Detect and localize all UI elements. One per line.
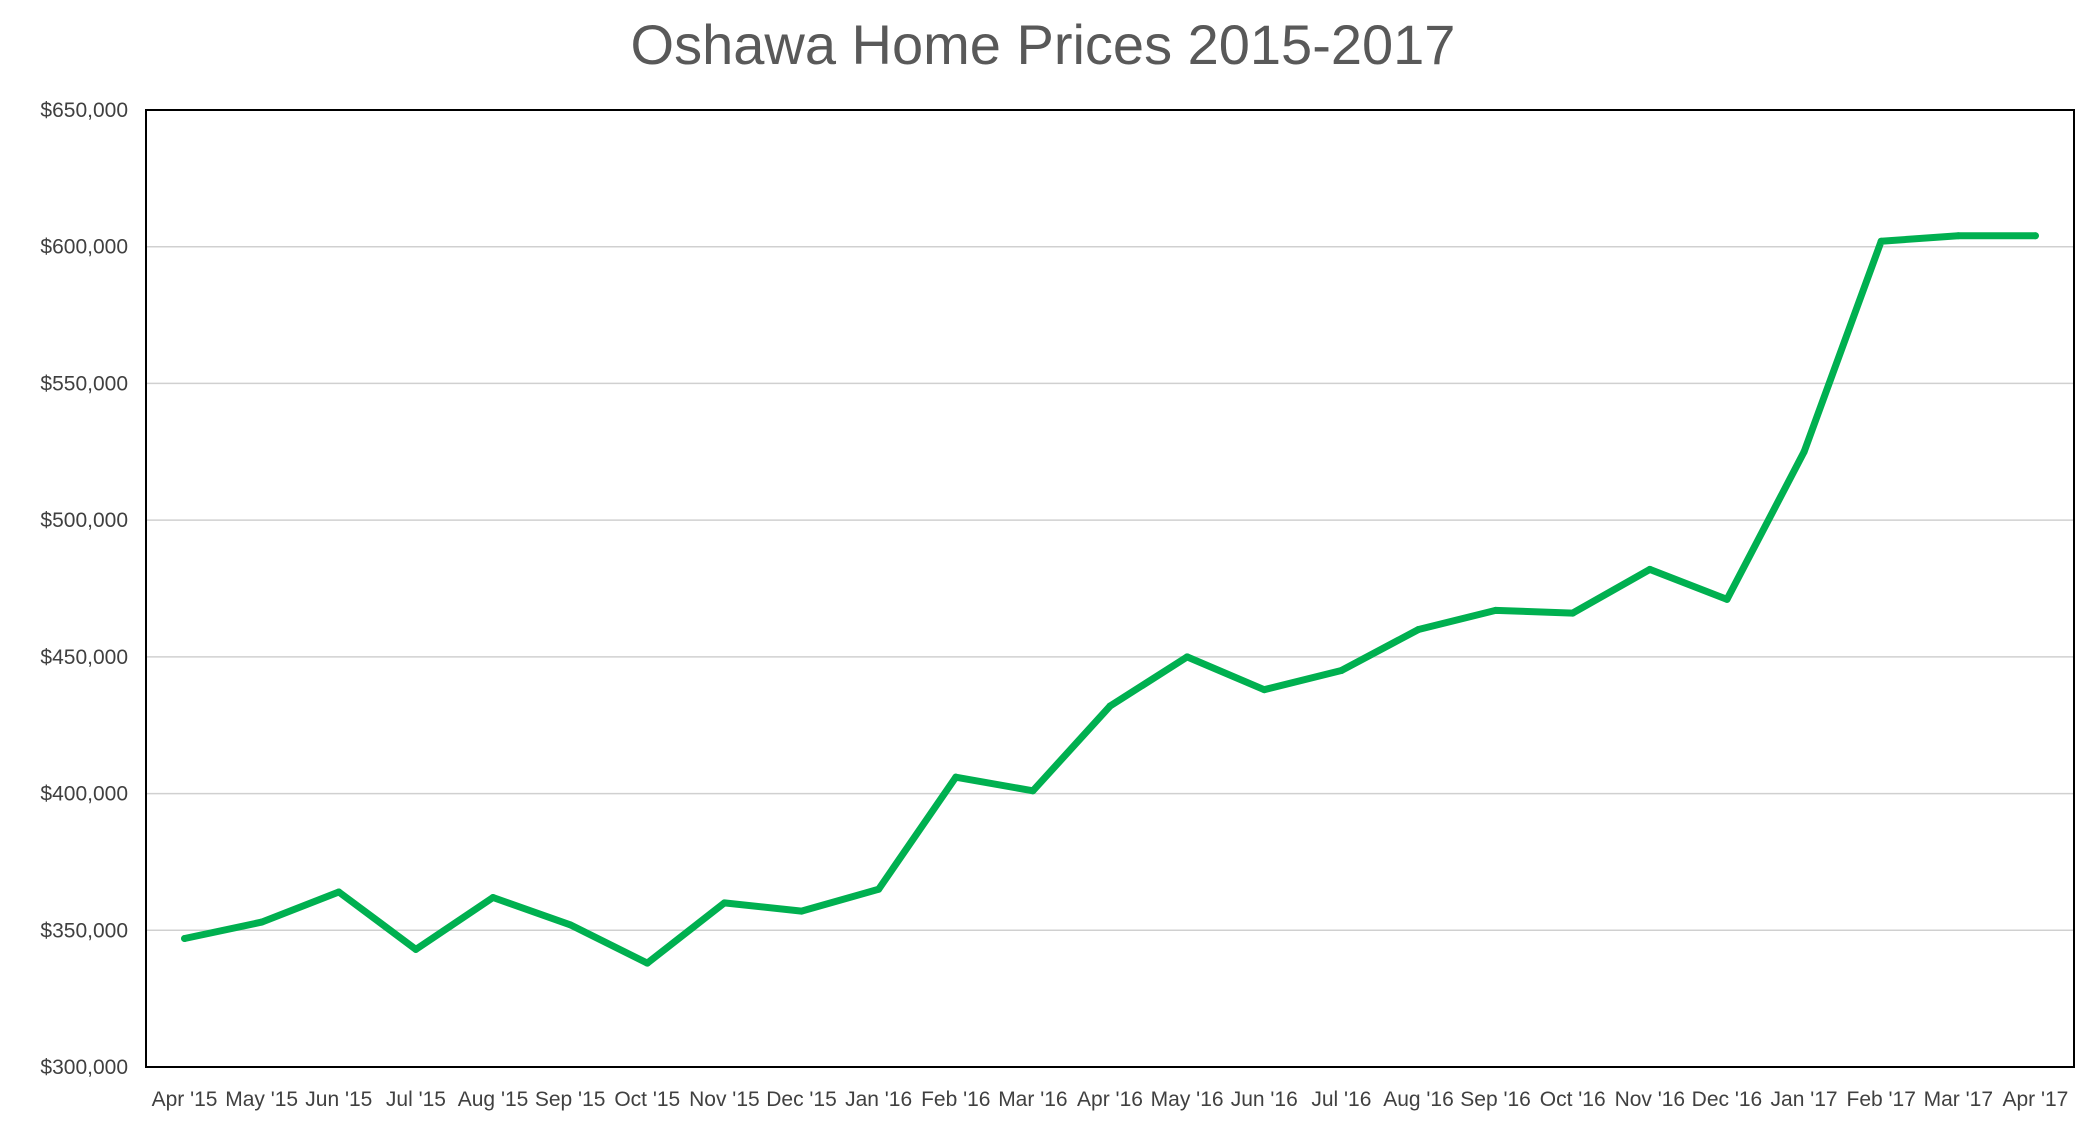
- x-tick-label: Jan '17: [1771, 1088, 1838, 1111]
- data-point: [181, 934, 189, 942]
- data-point: [952, 773, 960, 781]
- data-point: [1492, 606, 1500, 614]
- y-axis: $300,000 $350,000 $400,000 $450,000 $500,000…: [40, 99, 128, 1079]
- x-tick-label: Dec '15: [766, 1088, 837, 1111]
- x-tick-label: Jan '16: [845, 1088, 912, 1111]
- data-point: [566, 921, 574, 929]
- data-point: [1183, 653, 1191, 661]
- series-layer: [181, 232, 2039, 967]
- data-point: [1260, 686, 1268, 694]
- x-tick-label: Mar '16: [998, 1088, 1067, 1111]
- x-tick-label: Nov '16: [1615, 1088, 1686, 1111]
- x-tick-label: Aug '15: [458, 1088, 529, 1111]
- x-tick-label: Jun '15: [305, 1088, 372, 1111]
- x-tick-label: Sep '15: [535, 1088, 606, 1111]
- data-point: [258, 918, 266, 926]
- y-tick-label: $550,000: [40, 372, 128, 395]
- y-tick-label: $650,000: [40, 99, 128, 122]
- data-point: [1106, 702, 1114, 710]
- data-point: [1877, 237, 1885, 245]
- plot-area-frame: [145, 109, 2075, 1068]
- x-tick-label: Oct '15: [614, 1088, 680, 1111]
- data-point: [798, 907, 806, 915]
- x-tick-label: Feb '16: [921, 1088, 990, 1111]
- x-tick-label: May '15: [225, 1088, 298, 1111]
- data-point: [875, 885, 883, 893]
- data-point: [1723, 595, 1731, 603]
- y-tick-label: $350,000: [40, 919, 128, 942]
- data-point: [720, 899, 728, 907]
- x-tick-label: May '16: [1151, 1088, 1224, 1111]
- data-point: [1414, 626, 1422, 634]
- data-point: [1569, 609, 1577, 617]
- x-tick-label: Nov '15: [689, 1088, 760, 1111]
- y-tick-label: $450,000: [40, 646, 128, 669]
- y-tick-label: $400,000: [40, 783, 128, 806]
- x-tick-label: Mar '17: [1924, 1088, 1993, 1111]
- x-tick-label: Jul '16: [1311, 1088, 1371, 1111]
- chart-title: Oshawa Home Prices 2015-2017: [631, 13, 1456, 76]
- x-tick-label: Apr '16: [1077, 1088, 1143, 1111]
- data-point: [2031, 232, 2039, 240]
- series-line: [181, 232, 2039, 967]
- y-tick-label: $600,000: [40, 236, 128, 259]
- x-tick-label: Jul '15: [386, 1088, 446, 1111]
- x-tick-label: Feb '17: [1847, 1088, 1916, 1111]
- data-point: [489, 893, 497, 901]
- data-point: [1337, 667, 1345, 675]
- x-tick-label: Apr '17: [2002, 1088, 2068, 1111]
- x-tick-label: Oct '16: [1540, 1088, 1606, 1111]
- data-point: [1800, 448, 1808, 456]
- x-axis: Apr '15 May '15 Jun '15 Jul '15 Aug '15 Sep '…: [152, 1088, 2069, 1111]
- x-tick-label: Jun '16: [1231, 1088, 1298, 1111]
- x-tick-label: Apr '15: [152, 1088, 218, 1111]
- gridlines: [146, 245, 2074, 932]
- y-tick-label: $300,000: [40, 1056, 128, 1079]
- data-point: [643, 959, 651, 967]
- x-tick-label: Sep '16: [1460, 1088, 1531, 1111]
- data-point: [1646, 565, 1654, 573]
- data-point: [335, 888, 343, 896]
- x-tick-label: Dec '16: [1692, 1088, 1763, 1111]
- data-point: [1029, 787, 1037, 795]
- data-point: [412, 945, 420, 953]
- y-tick-label: $500,000: [40, 509, 128, 532]
- x-tick-label: Aug '16: [1383, 1088, 1454, 1111]
- data-point: [1954, 232, 1962, 240]
